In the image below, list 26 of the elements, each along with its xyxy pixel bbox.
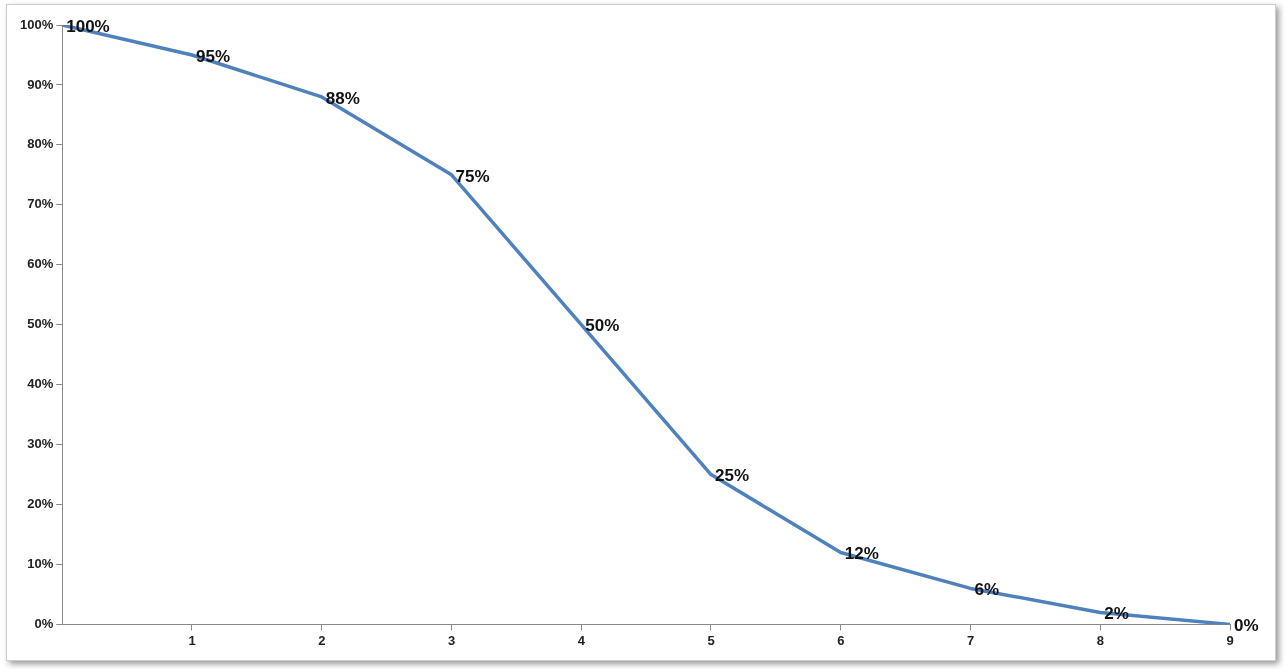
data-label: 0%: [1234, 616, 1259, 636]
y-tick-label: 30%: [27, 436, 54, 452]
y-tick-label: 0%: [34, 615, 54, 631]
y-tick-label: 70%: [27, 196, 54, 212]
x-tick-label: 2: [318, 632, 326, 648]
x-tick-label: 1: [188, 632, 196, 648]
y-tick-label: 20%: [27, 496, 54, 512]
x-tick-label: 7: [966, 632, 975, 648]
x-tick-label: 3: [447, 632, 456, 648]
y-tick-label: 90%: [27, 76, 54, 92]
x-tick-label: 4: [577, 632, 586, 648]
data-label: 88%: [325, 88, 360, 108]
x-tick-label: 9: [1226, 632, 1234, 648]
x-tick-label: 5: [707, 632, 715, 648]
x-tick-label: 8: [1096, 632, 1104, 648]
data-label: 50%: [585, 316, 620, 336]
data-label: 75%: [455, 166, 490, 186]
x-tick-label: 6: [837, 632, 845, 648]
data-label: 25%: [715, 466, 750, 486]
y-tick-label: 10%: [27, 556, 54, 572]
data-label: 95%: [196, 46, 231, 66]
y-tick-label: 80%: [27, 136, 54, 152]
y-tick-label: 60%: [27, 256, 54, 272]
y-tick-label: 40%: [27, 376, 54, 392]
y-tick-label: 50%: [27, 316, 54, 332]
y-tick-label: 100%: [20, 16, 54, 32]
